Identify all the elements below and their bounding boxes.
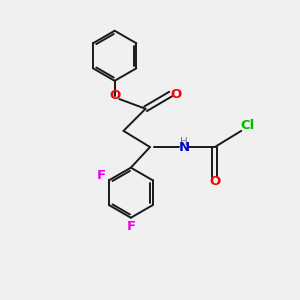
Text: N: N [178,141,189,154]
Text: F: F [97,169,106,182]
Text: O: O [170,88,182,100]
Text: O: O [109,89,120,102]
Text: O: O [209,175,220,188]
Text: Cl: Cl [240,119,254,132]
Text: H: H [180,137,188,147]
Text: F: F [126,220,135,233]
